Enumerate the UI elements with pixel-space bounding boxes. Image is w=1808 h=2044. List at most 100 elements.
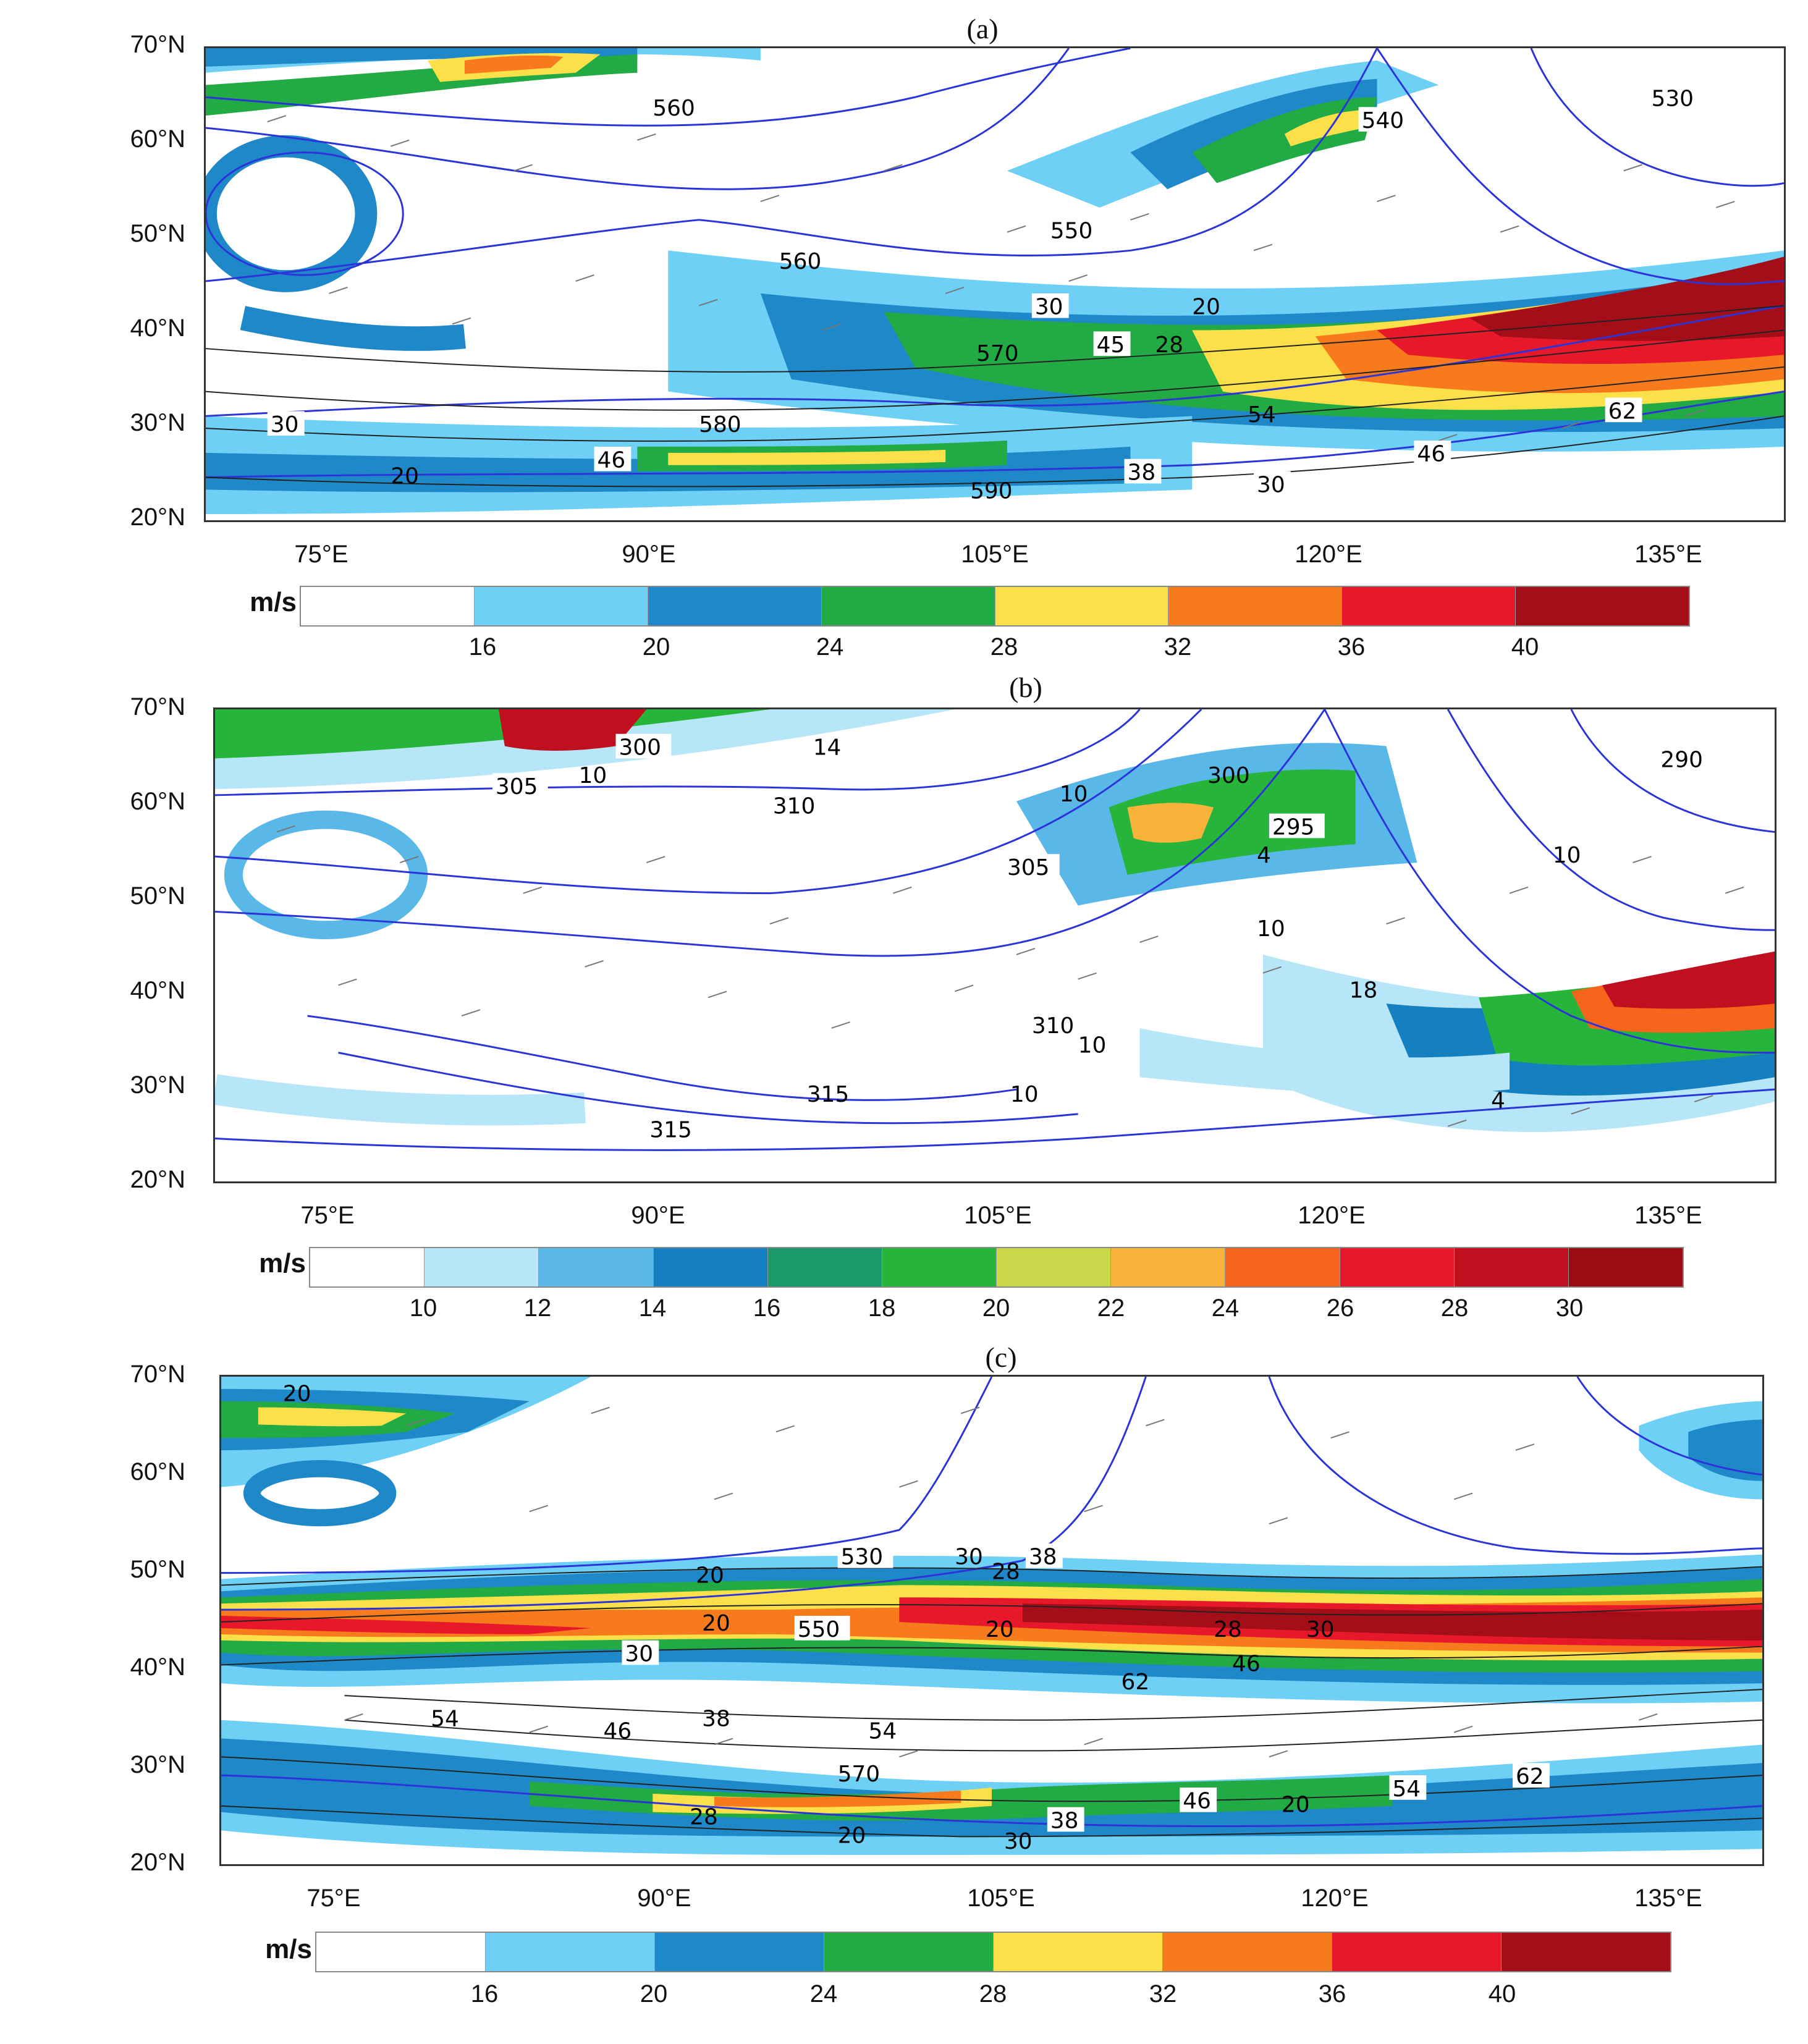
y-tick-label: 70°N [130,1361,185,1388]
contour-label: 20 [283,1382,311,1407]
contour-label: 62 [1121,1670,1149,1695]
contour-label: 300 [619,735,661,761]
contour-label: 20 [1282,1793,1310,1818]
contour-label: 530 [1652,86,1694,111]
contour-label: 30 [1004,1829,1033,1854]
y-tick-label: 60°N [130,125,185,153]
contour-label: 290 [1660,747,1703,772]
colorbar [300,586,1690,627]
contour-label: 10 [579,763,607,788]
colorbar-tick: 40 [1511,633,1539,661]
y-tick-label: 20°N [130,1849,185,1876]
colorbar-swatch [1342,587,1516,625]
colorbar-tick: 16 [468,633,497,661]
contour-label: 295 [1272,814,1315,840]
y-tick-label: 60°N [130,788,185,815]
contour-label: 45 [1097,332,1125,358]
colorbar-swatch [1332,1933,1502,1971]
contour-label: 10 [1078,1033,1107,1058]
colorbar-tick: 18 [868,1294,896,1322]
colorbar-tick: 28 [979,1980,1007,2008]
y-tick-label: 60°N [130,1458,185,1485]
contour-label: 305 [1007,855,1050,881]
contour-label: 560 [653,96,695,121]
contour-label: 38 [702,1707,730,1732]
colorbar-tick: 28 [990,633,1018,661]
contour-label: 18 [1350,978,1378,1003]
contour-label: 570 [838,1762,881,1787]
colorbar-tick: 36 [1318,1980,1346,2008]
x-tick-label: 105°E [967,1885,1035,1912]
contour-label: 28 [1214,1617,1242,1642]
contour-label: 20 [702,1611,730,1636]
colorbar-swatch [425,1248,539,1286]
y-tick-label: 70°N [130,31,185,58]
colorbar-tick: 16 [470,1980,499,2008]
contour-label: 10 [1257,916,1285,942]
x-tick-label: 105°E [964,1202,1032,1229]
contour-label: 46 [1183,1789,1211,1814]
map-plot: 300 14 305 10 310 300 290 10 295 4 305 1… [213,707,1776,1183]
contour-label: 54 [1392,1776,1421,1802]
colorbar-swatch [648,587,822,625]
contour-label: 30 [955,1545,983,1570]
contour-label: 46 [1232,1651,1261,1676]
colorbar-tick: 16 [753,1294,781,1322]
contour-label: 20 [391,464,419,489]
colorbar-tick: 14 [638,1294,667,1322]
colorbar-tick: 24 [809,1980,838,2008]
contour-label: 30 [1306,1617,1335,1642]
y-tick-label: 40°N [130,315,185,342]
map-plot: 20 530 30 38 28 20 550 20 30 20 28 30 46… [219,1375,1764,1866]
contour-label: 38 [1127,460,1155,486]
contour-label: 4 [1257,843,1271,868]
x-tick-label: 135°E [1634,1202,1702,1229]
colorbar-tick: 40 [1488,1980,1516,2008]
colorbar-swatch [655,1933,824,1971]
colorbar-tick: 24 [816,633,844,661]
contour-label: 590 [970,478,1013,504]
panel-title: (c) [985,1341,1017,1373]
colorbar-swatch [301,587,475,625]
contour-label: 54 [431,1707,459,1732]
y-tick-label: 20°N [130,1166,185,1193]
x-tick-label: 75°E [294,541,349,568]
colorbar-swatch [1225,1248,1340,1286]
colorbar-swatch [486,1933,655,1971]
contour-label: 10 [1060,782,1088,807]
colorbar-tick: 36 [1337,633,1366,661]
colorbar-tick: 20 [640,1980,668,2008]
colorbar-tick: 22 [1097,1294,1125,1322]
x-tick-label: 90°E [637,1885,691,1912]
contour-label: 20 [838,1823,866,1848]
colorbar-swatch [1340,1248,1455,1286]
y-tick-label: 40°N [130,1653,185,1681]
x-tick-label: 120°E [1298,1202,1366,1229]
wind-speed-map: 20 530 30 38 28 20 550 20 30 20 28 30 46… [221,1377,1762,1856]
contour-label: 315 [807,1082,850,1107]
contour-label: 30 [1035,295,1063,320]
map-plot: 560 540 530 560 550 30 20 45 28 570 30 5… [204,46,1786,522]
x-tick-label: 135°E [1634,541,1702,568]
contour-label: 28 [690,1805,718,1830]
contour-label: 62 [1516,1764,1544,1789]
colorbar-swatch [824,1933,994,1971]
contour-label: 550 [798,1617,840,1642]
colorbar [315,1932,1671,1972]
colorbar-swatch [994,1933,1163,1971]
x-tick-label: 75°E [306,1885,361,1912]
contour-label: 300 [1207,763,1250,788]
x-tick-label: 105°E [961,541,1029,568]
contour-label: 310 [773,794,816,819]
x-tick-label: 90°E [622,541,676,568]
contour-label: 530 [841,1545,884,1570]
y-tick-label: 30°N [130,1071,185,1099]
colorbar-tick: 24 [1211,1294,1240,1322]
colorbar [309,1247,1684,1288]
colorbar-tick: 32 [1149,1980,1177,2008]
contour-label: 310 [1032,1013,1075,1039]
y-tick-label: 50°N [130,882,185,910]
colorbar-swatch [882,1248,997,1286]
contour-label: 28 [1155,332,1183,358]
contour-label: 54 [868,1719,897,1744]
